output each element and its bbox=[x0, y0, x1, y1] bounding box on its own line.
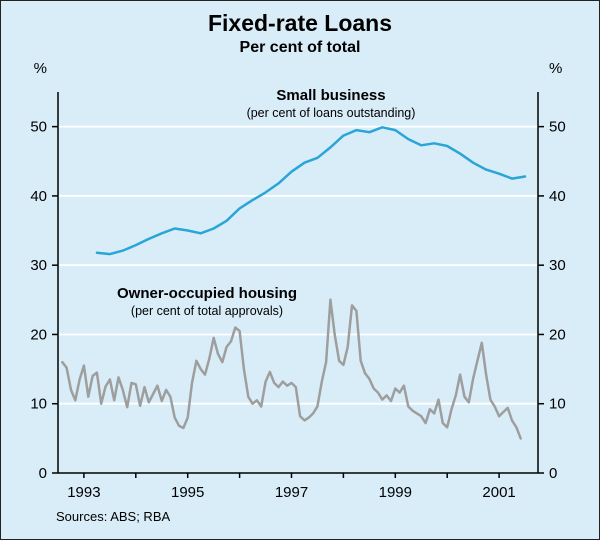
y-tick-label-right: 30 bbox=[549, 257, 566, 274]
annotation-housing-label: Owner-occupied housing bbox=[116, 285, 297, 302]
x-tick-label-1995: 1995 bbox=[171, 484, 204, 501]
series-line-small-business bbox=[95, 126, 527, 256]
y-tick-label-left: 50 bbox=[30, 119, 47, 136]
y-tick-label-left: 30 bbox=[30, 257, 47, 274]
y-tick-label-left: 40 bbox=[30, 188, 47, 205]
chart-area: 0 0 10 10 20 20 30 30 40 40 50 50%% 1993 1995 1997 1999… bbox=[1, 57, 599, 507]
y-tick-label-right: 0 bbox=[549, 465, 557, 482]
annotation-small-business-sublabel: (per cent of loans outstanding) bbox=[246, 106, 416, 120]
x-tick-label-1997: 1997 bbox=[275, 484, 308, 501]
chart-canvas: 0 0 10 10 20 20 30 30 40 40 50 50% % 1993 1995 1997 1999… bbox=[30, 60, 566, 501]
y-tick-label-right: 20 bbox=[549, 326, 566, 343]
y-tick-label-right: 50 bbox=[549, 119, 566, 136]
annotation-owner-occupied-housing: Owner-occupied housing (per cent of tota… bbox=[87, 285, 327, 319]
y-unit-label-right: % bbox=[549, 60, 562, 77]
x-tick-label-2001: 2001 bbox=[482, 484, 515, 501]
x-tick-label-1993: 1993 bbox=[67, 484, 100, 501]
annotation-housing-sublabel: (per cent of total approvals) bbox=[130, 304, 284, 318]
sources-note: Sources: ABS; RBA bbox=[56, 509, 171, 524]
y-unit-label-left: % bbox=[34, 60, 47, 77]
series-line-owner-occupied-housing bbox=[61, 298, 522, 440]
y-tick-label-right: 40 bbox=[549, 188, 566, 205]
y-tick-label-right: 10 bbox=[549, 396, 566, 413]
annotation-small-business: Small business (per cent of loans outsta… bbox=[211, 87, 451, 121]
y-tick-label-left: 10 bbox=[30, 396, 47, 413]
y-tick-label-left: 20 bbox=[30, 326, 47, 343]
annotation-small-business-label: Small business bbox=[276, 87, 386, 104]
x-tick-label-1999: 1999 bbox=[379, 484, 412, 501]
y-tick-label-left: 0 bbox=[39, 465, 47, 482]
chart-subtitle: Per cent of total bbox=[239, 39, 361, 56]
chart-title: Fixed-rate Loans bbox=[207, 10, 393, 36]
